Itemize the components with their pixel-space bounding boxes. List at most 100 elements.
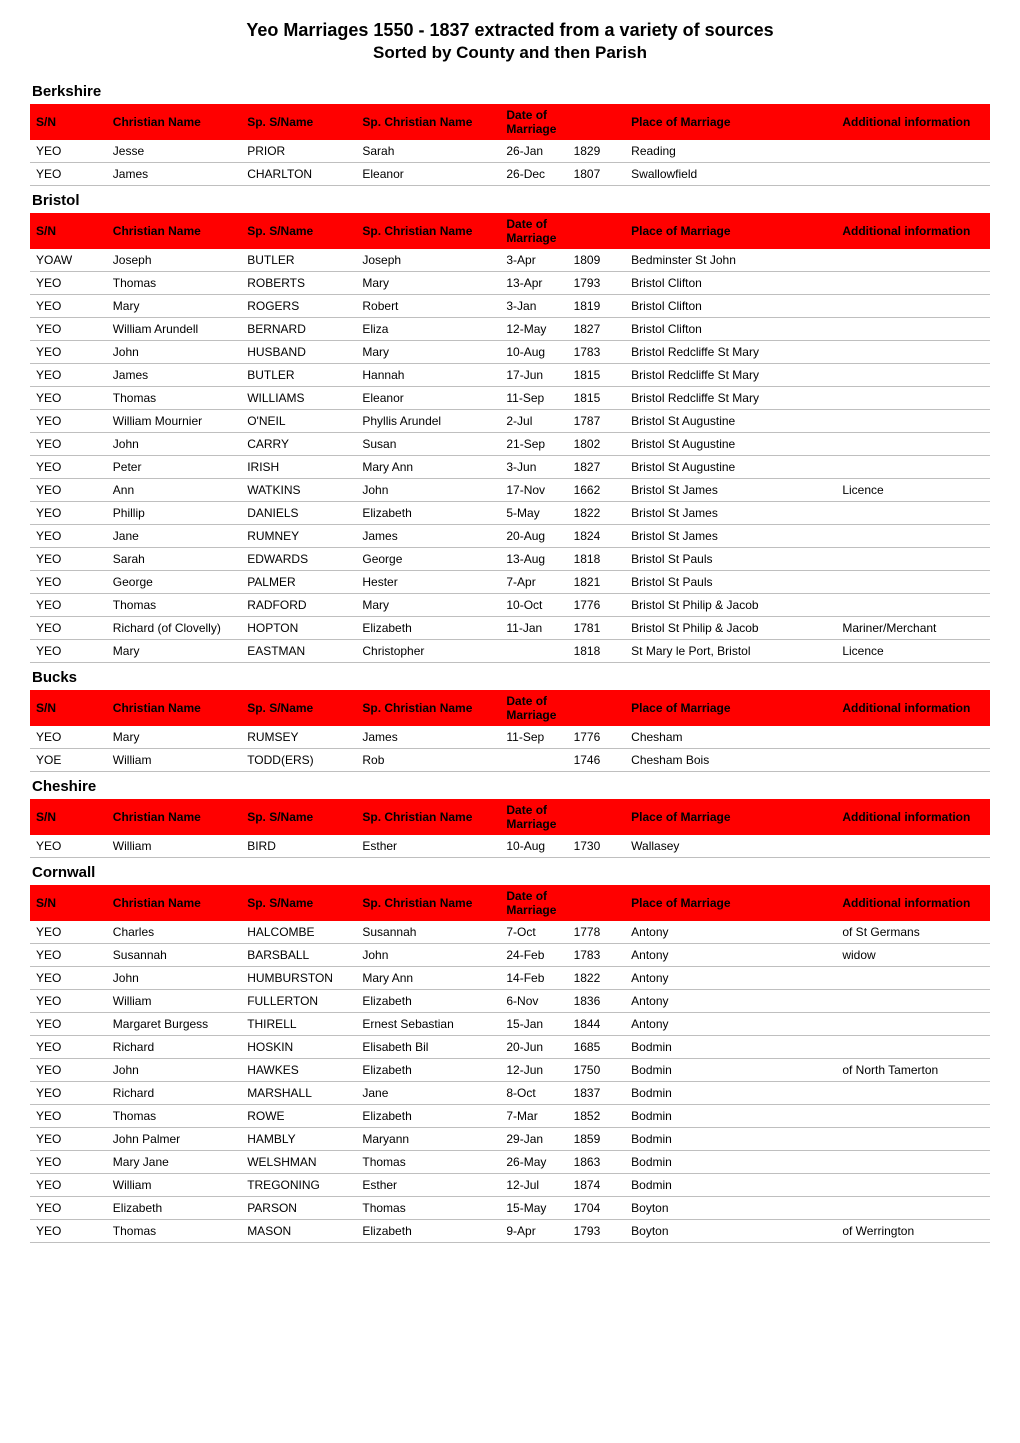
cell-christian-name: Jesse bbox=[107, 140, 241, 163]
cell-sp-christian-name: Jane bbox=[356, 1082, 500, 1105]
cell-christian-name: John bbox=[107, 341, 241, 364]
cell-sn: YEO bbox=[30, 944, 107, 967]
cell-sp-christian-name: Esther bbox=[356, 1174, 500, 1197]
cell-additional-info bbox=[836, 1082, 990, 1105]
table-row: YEOAnnWATKINSJohn17-Nov1662Bristol St Ja… bbox=[30, 479, 990, 502]
cell-date-day: 14-Feb bbox=[500, 967, 567, 990]
cell-place: Antony bbox=[625, 990, 836, 1013]
cell-christian-name: James bbox=[107, 364, 241, 387]
cell-date-day: 7-Mar bbox=[500, 1105, 567, 1128]
table-row: YEOGeorgePALMERHester7-Apr1821Bristol St… bbox=[30, 571, 990, 594]
cell-sp-sname: BUTLER bbox=[241, 364, 356, 387]
cell-sp-sname: BUTLER bbox=[241, 249, 356, 272]
header-date-of-marriage: Date of Marriage bbox=[500, 213, 567, 249]
cell-place: Antony bbox=[625, 921, 836, 944]
cell-date-year: 1874 bbox=[568, 1174, 626, 1197]
cell-christian-name: William bbox=[107, 1174, 241, 1197]
header-christian-name: Christian Name bbox=[107, 885, 241, 921]
cell-additional-info bbox=[836, 410, 990, 433]
table-row: YEOSarahEDWARDSGeorge13-Aug1818Bristol S… bbox=[30, 548, 990, 571]
cell-date-year: 1824 bbox=[568, 525, 626, 548]
cell-sp-christian-name: James bbox=[356, 726, 500, 749]
table-row: YEOMaryEASTMANChristopher1818St Mary le … bbox=[30, 640, 990, 663]
cell-additional-info bbox=[836, 1197, 990, 1220]
cell-date-year: 1778 bbox=[568, 921, 626, 944]
cell-sn: YEO bbox=[30, 1082, 107, 1105]
cell-date-day: 10-Oct bbox=[500, 594, 567, 617]
cell-additional-info bbox=[836, 1105, 990, 1128]
cell-place: Bodmin bbox=[625, 1174, 836, 1197]
cell-sp-christian-name: Hester bbox=[356, 571, 500, 594]
cell-sp-sname: ROWE bbox=[241, 1105, 356, 1128]
cell-date-year: 1852 bbox=[568, 1105, 626, 1128]
table-row: YEOMaryROGERSRobert3-Jan1819Bristol Clif… bbox=[30, 295, 990, 318]
cell-sn: YEO bbox=[30, 410, 107, 433]
cell-sn: YEO bbox=[30, 479, 107, 502]
cell-additional-info: widow bbox=[836, 944, 990, 967]
cell-sp-sname: EDWARDS bbox=[241, 548, 356, 571]
cell-christian-name: James bbox=[107, 163, 241, 186]
cell-date-year: 1844 bbox=[568, 1013, 626, 1036]
cell-sn: YEO bbox=[30, 835, 107, 858]
cell-additional-info bbox=[836, 1151, 990, 1174]
header-place-of-marriage: Place of Marriage bbox=[625, 213, 836, 249]
cell-sp-christian-name: Mary bbox=[356, 341, 500, 364]
table-header-row: S/NChristian NameSp. S/NameSp. Christian… bbox=[30, 799, 990, 835]
cell-additional-info bbox=[836, 295, 990, 318]
cell-place: Bristol St James bbox=[625, 479, 836, 502]
cell-christian-name: Thomas bbox=[107, 272, 241, 295]
cell-sp-sname: PRIOR bbox=[241, 140, 356, 163]
cell-date-year: 1863 bbox=[568, 1151, 626, 1174]
header-christian-name: Christian Name bbox=[107, 104, 241, 140]
header-christian-name: Christian Name bbox=[107, 690, 241, 726]
cell-sp-christian-name: Joseph bbox=[356, 249, 500, 272]
cell-sn: YEO bbox=[30, 1105, 107, 1128]
table-row: YEORichard (of Clovelly)HOPTONElizabeth1… bbox=[30, 617, 990, 640]
cell-date-year: 1815 bbox=[568, 387, 626, 410]
cell-sn: YEO bbox=[30, 921, 107, 944]
cell-place: Swallowfield bbox=[625, 163, 836, 186]
cell-sp-christian-name: Elizabeth bbox=[356, 1105, 500, 1128]
cell-sp-christian-name: Esther bbox=[356, 835, 500, 858]
cell-place: Boyton bbox=[625, 1220, 836, 1243]
cell-additional-info bbox=[836, 318, 990, 341]
header-date-of-marriage: Date of Marriage bbox=[500, 885, 567, 921]
cell-additional-info bbox=[836, 1013, 990, 1036]
cell-place: Bristol Clifton bbox=[625, 318, 836, 341]
cell-place: Bristol St Augustine bbox=[625, 456, 836, 479]
cell-place: St Mary le Port, Bristol bbox=[625, 640, 836, 663]
header-place-of-marriage: Place of Marriage bbox=[625, 104, 836, 140]
cell-sp-sname: BARSBALL bbox=[241, 944, 356, 967]
cell-additional-info: of St Germans bbox=[836, 921, 990, 944]
cell-sp-sname: PARSON bbox=[241, 1197, 356, 1220]
cell-sp-sname: THIRELL bbox=[241, 1013, 356, 1036]
cell-sp-sname: HAWKES bbox=[241, 1059, 356, 1082]
cell-additional-info bbox=[836, 163, 990, 186]
cell-sp-christian-name: Sarah bbox=[356, 140, 500, 163]
cell-place: Chesham Bois bbox=[625, 749, 836, 772]
cell-date-day: 6-Nov bbox=[500, 990, 567, 1013]
cell-sn: YEO bbox=[30, 548, 107, 571]
cell-date-year: 1793 bbox=[568, 1220, 626, 1243]
cell-christian-name: John bbox=[107, 433, 241, 456]
cell-sp-sname: WILLIAMS bbox=[241, 387, 356, 410]
header-place-of-marriage: Place of Marriage bbox=[625, 690, 836, 726]
county-heading: Berkshire bbox=[30, 77, 990, 104]
cell-additional-info bbox=[836, 272, 990, 295]
cell-date-day bbox=[500, 640, 567, 663]
cell-sp-christian-name: Mary bbox=[356, 594, 500, 617]
table-row: YEOPeterIRISHMary Ann3-Jun1827Bristol St… bbox=[30, 456, 990, 479]
cell-sp-christian-name: Mary Ann bbox=[356, 456, 500, 479]
cell-date-year: 1827 bbox=[568, 456, 626, 479]
cell-christian-name: Susannah bbox=[107, 944, 241, 967]
cell-sn: YEO bbox=[30, 295, 107, 318]
cell-sp-sname: RUMSEY bbox=[241, 726, 356, 749]
cell-sp-sname: MARSHALL bbox=[241, 1082, 356, 1105]
cell-sp-christian-name: Thomas bbox=[356, 1151, 500, 1174]
cell-additional-info bbox=[836, 835, 990, 858]
cell-additional-info bbox=[836, 726, 990, 749]
cell-sn: YEO bbox=[30, 571, 107, 594]
cell-additional-info bbox=[836, 433, 990, 456]
cell-sp-sname: CHARLTON bbox=[241, 163, 356, 186]
cell-sn: YEO bbox=[30, 341, 107, 364]
